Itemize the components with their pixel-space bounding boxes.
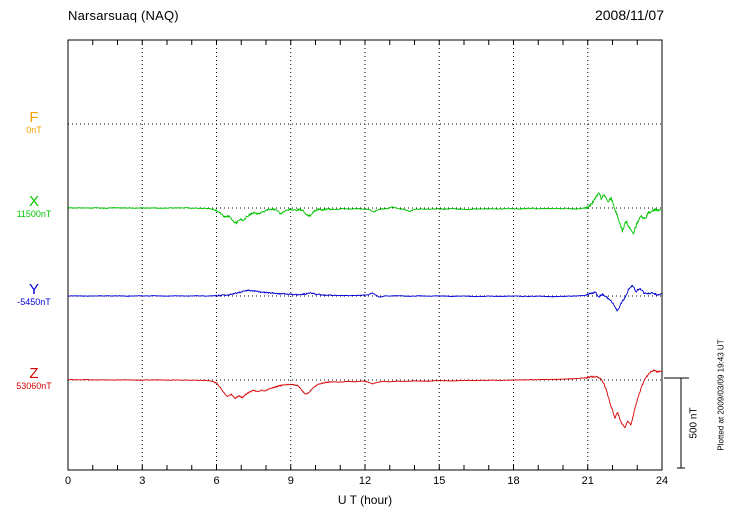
x-axis-title: U T (hour) (337, 493, 393, 507)
component-label-F: F 0nT (2, 110, 66, 136)
component-letter: F (29, 109, 39, 126)
component-base-value: 11500nT (16, 209, 52, 219)
x-tick-label: 3 (139, 475, 146, 487)
series-trace-Z (67, 369, 663, 429)
x-tick-label: 18 (507, 475, 520, 487)
station-title: Narsarsuaq (NAQ) (68, 8, 179, 23)
scale-bar-label: 500 nT (688, 407, 700, 439)
component-label-X: X 11500nT (2, 194, 66, 220)
component-label-Z: Z 53060nT (2, 366, 66, 392)
x-tick-label: 15 (433, 475, 446, 487)
series-trace-Y (67, 284, 663, 312)
component-letter: X (28, 193, 39, 210)
component-base-value: -5450nT (17, 297, 51, 307)
date-label: 2008/11/07 (594, 7, 664, 23)
component-letter: Y (28, 281, 39, 298)
plotted-at-label: Plotted at 2009/03/09 19:43 UT (716, 339, 726, 451)
x-tick-label: 21 (581, 475, 594, 487)
component-label-Y: Y -5450nT (2, 282, 66, 308)
x-tick-label: 24 (655, 475, 669, 487)
plot-frame (67, 39, 663, 471)
component-letter: Z (29, 365, 39, 382)
x-tick-label: 9 (287, 475, 294, 487)
x-tick-label: 6 (213, 475, 220, 487)
series-trace-X (67, 192, 663, 235)
x-tick-label: 0 (64, 475, 72, 487)
x-tick-label: 12 (358, 475, 372, 487)
component-base-value: 53060nT (16, 381, 52, 391)
component-base-value: 0nT (26, 125, 42, 135)
